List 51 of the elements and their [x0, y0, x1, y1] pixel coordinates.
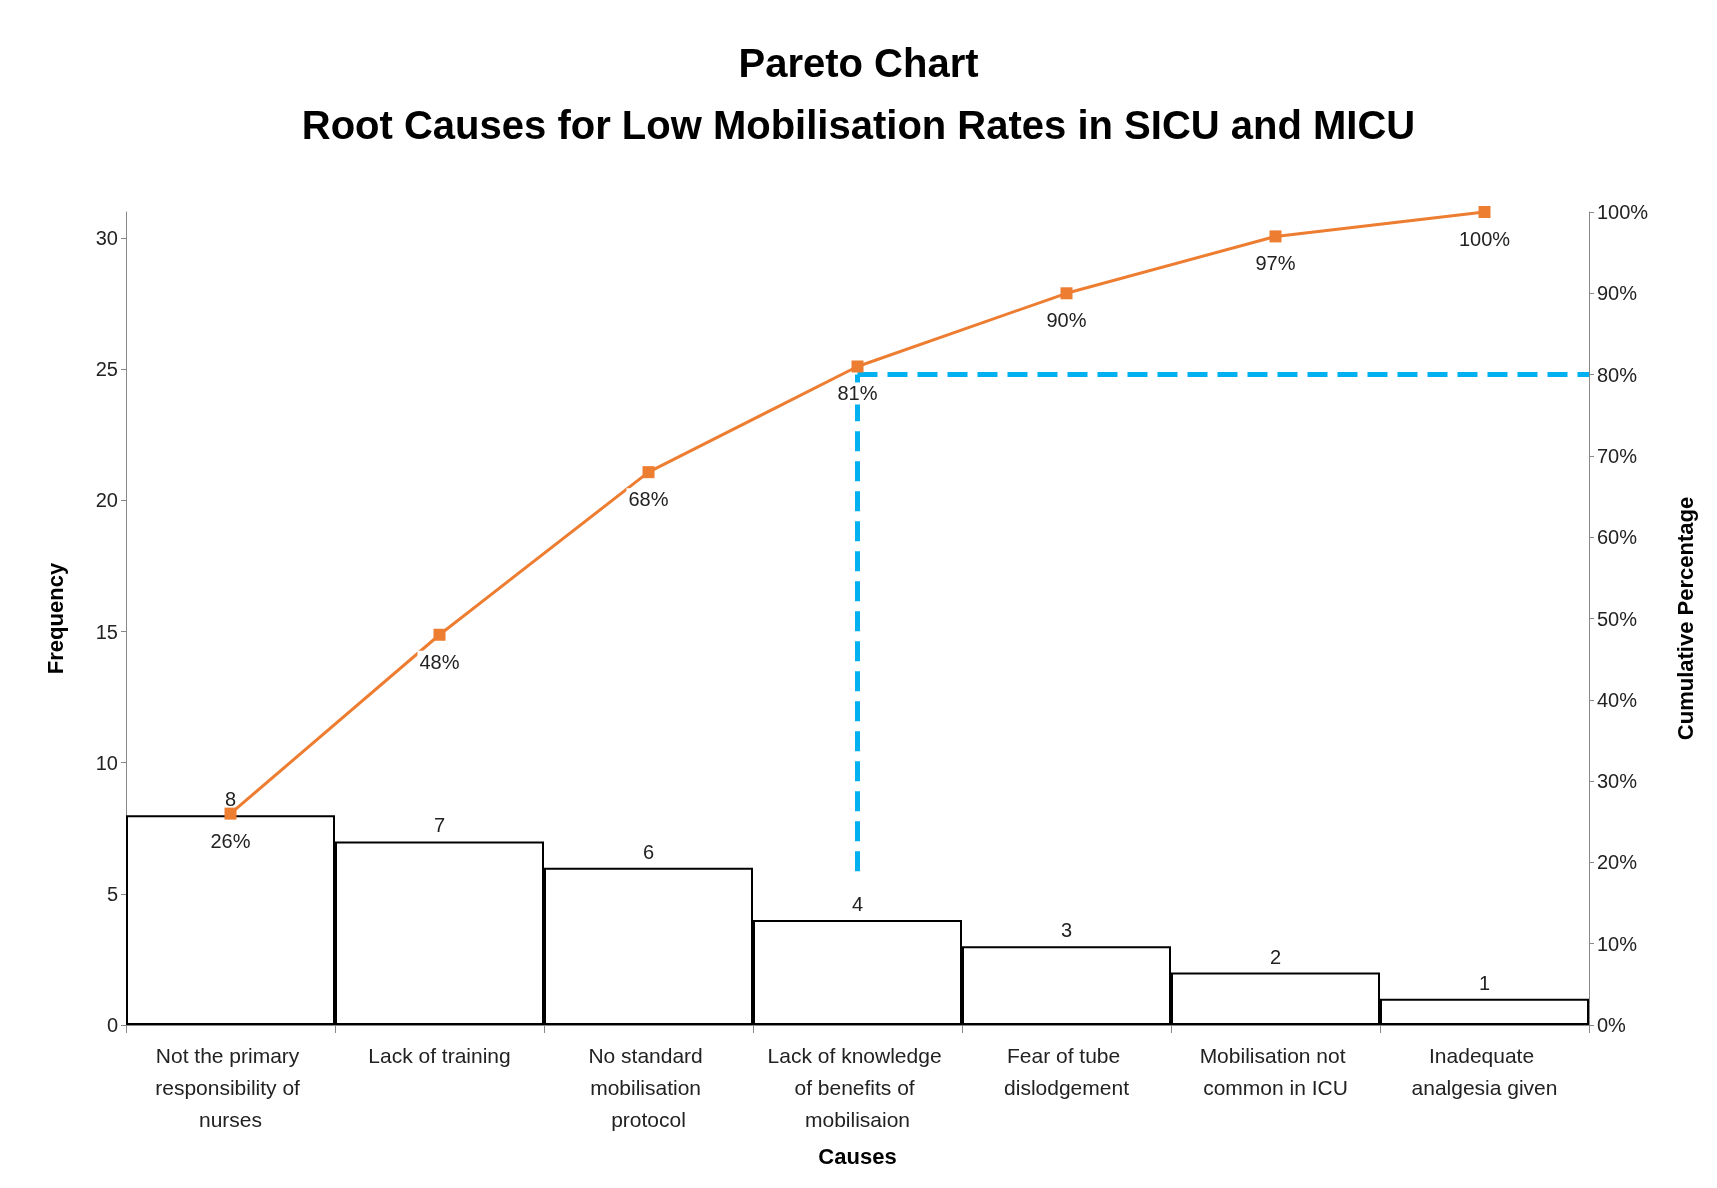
x-tick-label: Lack of knowledge of benefits of mobilisaion [767, 1043, 948, 1131]
x-tick-label: Not the primary responsibility of nurses [155, 1043, 306, 1131]
point [642, 466, 655, 479]
x-tick-label: Inadequate analgesia given [1411, 1043, 1558, 1099]
point [1269, 230, 1282, 243]
point [851, 360, 864, 373]
y2-tick-label: 30% [1597, 770, 1638, 793]
y-tick-label: 30 [95, 227, 118, 250]
y2-axis-title: Cumulative Percentage [1672, 496, 1698, 741]
y-axis-title: Frequency [42, 562, 68, 675]
point [1060, 287, 1073, 300]
y-tick-label: 5 [106, 882, 118, 905]
y2-tick-label: 10% [1597, 932, 1638, 955]
y2-tick-label: 60% [1597, 526, 1638, 549]
point [224, 807, 237, 820]
data-label: 97% [1255, 252, 1296, 275]
data-label: 26% [210, 829, 251, 852]
data-label: 2 [1269, 945, 1282, 968]
point [1478, 206, 1491, 218]
data-label: 68% [628, 488, 669, 511]
data-label: 1 [1478, 971, 1491, 994]
chart-subtitle: Root Causes for Low Mobilisation Rates in SICU and MICU [301, 103, 1416, 147]
data-label: 48% [419, 650, 460, 673]
y2-tick-label: 80% [1597, 363, 1638, 386]
x-tick-label: Lack of training [368, 1043, 511, 1067]
x-tick-label: No standard mobilisation protocol [588, 1043, 709, 1131]
data-label: 4 [851, 893, 864, 916]
y2-tick-label: 50% [1597, 607, 1638, 630]
data-label: 7 [433, 814, 446, 837]
x-tick-label: Mobilisation not common in ICU [1199, 1043, 1352, 1099]
y2-tick-label: 20% [1597, 851, 1638, 874]
y2-tick-label: 0% [1597, 1014, 1627, 1036]
data-label: 3 [1060, 919, 1073, 942]
y2-tick-label: 40% [1597, 688, 1638, 711]
chart-title: Pareto Chart [738, 41, 979, 85]
data-label: 90% [1046, 309, 1087, 332]
data-label: 100% [1458, 228, 1511, 250]
data-label: 6 [642, 840, 655, 863]
y-tick-label: 0 [106, 1014, 118, 1036]
y2-tick-label: 70% [1597, 444, 1638, 467]
y-tick-label: 10 [95, 751, 118, 774]
y-tick-label: 15 [95, 620, 118, 643]
y2-tick-label: 90% [1597, 282, 1638, 305]
x-axis-title: Causes [818, 1143, 897, 1169]
y-tick-label: 25 [95, 358, 118, 381]
x-tick-label: Fear of tube dislodgement [1004, 1043, 1130, 1099]
data-label: 8 [224, 788, 237, 811]
y-tick-label: 20 [95, 489, 118, 512]
y2-tick-label: 100% [1597, 201, 1649, 223]
point [433, 628, 446, 641]
data-label: 81% [837, 382, 878, 405]
